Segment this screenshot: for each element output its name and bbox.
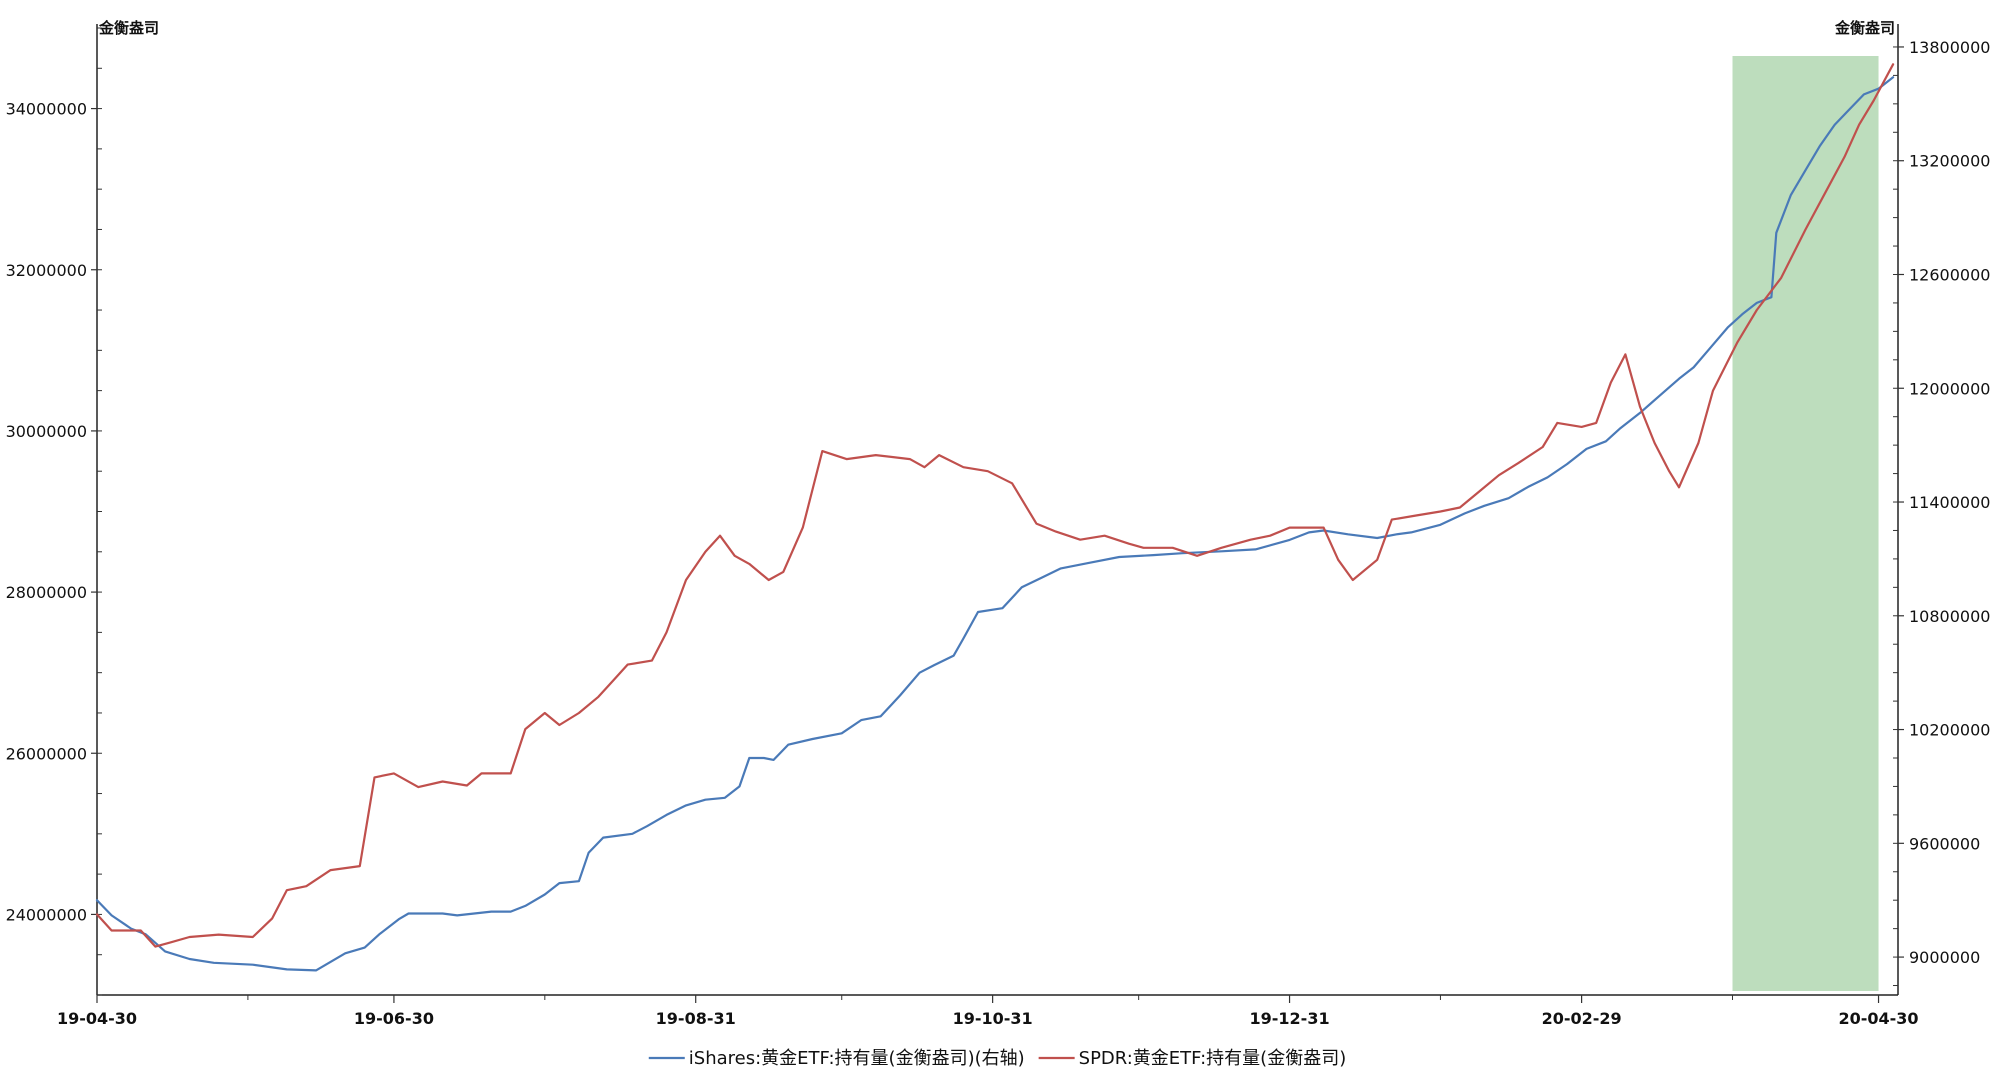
x-axis-tick-label: 19-08-31 xyxy=(656,1009,736,1028)
right-axis-tick-label: 13200000 xyxy=(1909,152,1990,171)
series-line-spdr xyxy=(95,63,1895,948)
right-axis-tick-label: 9600000 xyxy=(1909,834,1980,853)
x-axis-tick-label: 19-06-30 xyxy=(354,1009,434,1028)
left-axis-tick-label: 24000000 xyxy=(6,905,87,924)
left-axis-tick-label: 30000000 xyxy=(6,422,87,441)
x-axis-tick-label: 20-04-30 xyxy=(1838,1009,1918,1028)
x-axis-tick-label: 20-02-29 xyxy=(1542,1009,1622,1028)
left-axis-tick-label: 34000000 xyxy=(6,100,87,119)
series-layer xyxy=(95,63,1895,972)
left-axis-tick-label: 26000000 xyxy=(6,744,87,763)
axes-layer: 金衡盎司 金衡盎司 24000000 26000000 28000000 30000000… xyxy=(6,19,1991,1028)
right-axis-tick-label: 12000000 xyxy=(1909,379,1990,398)
right-axis-tick-label: 11400000 xyxy=(1909,493,1990,512)
x-axis-tick-label: 19-04-30 xyxy=(57,1009,137,1028)
right-axis-unit-label: 金衡盎司 xyxy=(1834,19,1895,37)
left-axis-tick-label: 32000000 xyxy=(6,261,87,280)
legend-layer: iShares:黄金ETF:持有量(金衡盎司)(右轴) SPDR:黄金ETF:持有… xyxy=(648,1048,1347,1069)
highlight-layer xyxy=(1732,56,1879,991)
legend-label: iShares:黄金ETF:持有量(金衡盎司)(右轴) xyxy=(689,1048,1025,1069)
highlight-band xyxy=(1732,56,1879,991)
left-axis-tick-label: 28000000 xyxy=(6,583,87,602)
x-axis-tick-label: 19-12-31 xyxy=(1250,1009,1330,1028)
right-axis-tick-label: 13800000 xyxy=(1909,38,1990,57)
series-line-ishares xyxy=(95,76,1895,972)
left-axis-unit-label: 金衡盎司 xyxy=(98,19,159,37)
right-axis-tick-label: 10800000 xyxy=(1909,607,1990,626)
right-axis-tick-label: 9000000 xyxy=(1909,948,1980,967)
x-axis-tick-label: 19-10-31 xyxy=(953,1009,1033,1028)
right-axis-tick-label: 12600000 xyxy=(1909,265,1990,284)
right-axis-tick-label: 10200000 xyxy=(1909,721,1990,740)
legend-label: SPDR:黄金ETF:持有量(金衡盎司) xyxy=(1079,1048,1347,1069)
